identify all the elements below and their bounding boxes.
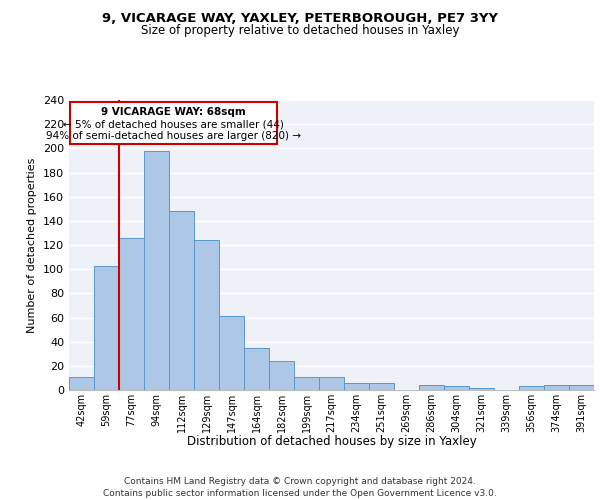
Bar [319, 376, 344, 390]
Text: 9 VICARAGE WAY: 68sqm: 9 VICARAGE WAY: 68sqm [101, 108, 246, 118]
Bar [469, 388, 494, 390]
Bar [69, 376, 94, 390]
Bar [444, 386, 469, 390]
Text: Contains public sector information licensed under the Open Government Licence v3: Contains public sector information licen… [103, 489, 497, 498]
Bar [194, 240, 219, 390]
Bar [119, 238, 144, 390]
Bar [544, 385, 569, 390]
Bar [244, 348, 269, 390]
Y-axis label: Number of detached properties: Number of detached properties [28, 158, 37, 332]
Bar [419, 385, 444, 390]
Bar [169, 211, 194, 390]
Bar [94, 266, 119, 390]
Bar [369, 383, 394, 390]
Bar [519, 386, 544, 390]
Bar [144, 151, 169, 390]
Bar [219, 316, 244, 390]
Bar [344, 383, 369, 390]
Text: 9, VICARAGE WAY, YAXLEY, PETERBOROUGH, PE7 3YY: 9, VICARAGE WAY, YAXLEY, PETERBOROUGH, P… [102, 12, 498, 26]
Text: 94% of semi-detached houses are larger (820) →: 94% of semi-detached houses are larger (… [46, 132, 301, 141]
Bar [569, 385, 594, 390]
Text: Contains HM Land Registry data © Crown copyright and database right 2024.: Contains HM Land Registry data © Crown c… [124, 478, 476, 486]
Bar [294, 376, 319, 390]
FancyBboxPatch shape [70, 102, 277, 144]
X-axis label: Distribution of detached houses by size in Yaxley: Distribution of detached houses by size … [187, 435, 476, 448]
Text: Size of property relative to detached houses in Yaxley: Size of property relative to detached ho… [141, 24, 459, 37]
Text: ← 5% of detached houses are smaller (44): ← 5% of detached houses are smaller (44) [63, 120, 284, 130]
Bar [269, 361, 294, 390]
